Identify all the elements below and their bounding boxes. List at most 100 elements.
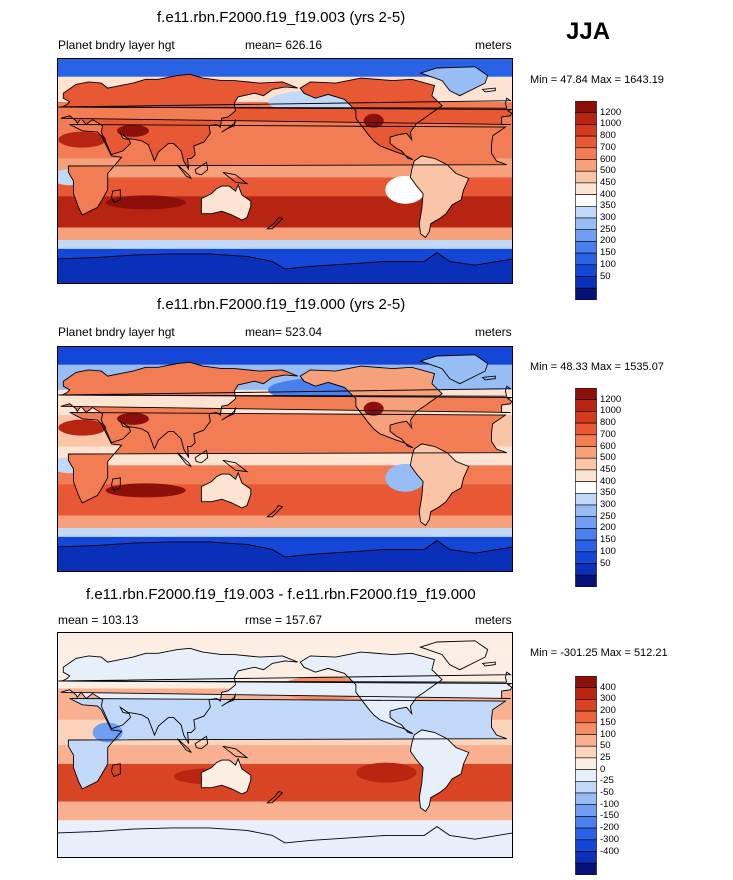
coastline-greatbritain [58, 385, 512, 397]
field-hotspot [58, 419, 107, 436]
colorbar-box [575, 252, 597, 266]
colorbar-tick-label: 150 [600, 247, 616, 259]
coastline-iceland [481, 87, 496, 93]
colorbar-box [575, 574, 597, 588]
colorbar-box [575, 757, 597, 770]
colorbar-box [575, 851, 597, 864]
coastline-madagascar [111, 189, 121, 203]
panel1-colorbar [575, 100, 597, 301]
panel3-map [57, 632, 513, 858]
colorbar-tick-label: 0 [600, 763, 606, 775]
colorbar-tick-label: 200 [600, 235, 616, 247]
colorbar-box [575, 469, 597, 482]
colorbar-tick-label: 700 [600, 428, 616, 440]
panel2-units: meters [475, 325, 512, 339]
land-field [201, 472, 251, 508]
colorbar-tick-label: 800 [600, 417, 616, 429]
p1-field-svg [57, 58, 513, 284]
colorbar-box [575, 769, 597, 782]
panel3-colorbar [575, 675, 597, 876]
land-field [57, 826, 513, 858]
panel3-units: meters [475, 613, 512, 627]
colorbar-box [575, 792, 597, 805]
map-border [57, 58, 513, 284]
colorbar-tick-label: 400 [600, 681, 616, 693]
coastline-madagascar [111, 477, 121, 491]
coastline-eurasia [60, 361, 513, 458]
coastline-namerica [299, 651, 443, 735]
coastline-newguinea [222, 745, 249, 759]
colorbar-box [575, 781, 597, 794]
colorbar-box [575, 804, 597, 817]
colorbar-box [575, 206, 597, 219]
colorbar-tick-label: 400 [600, 188, 616, 200]
colorbar-box [575, 687, 597, 700]
coastline-samerica [409, 155, 470, 239]
field-band [57, 632, 513, 651]
colorbar-tick-label: -400 [600, 845, 620, 857]
land-field [57, 252, 513, 284]
colorbar-tick-label: 400 [600, 475, 616, 487]
colorbar-box [575, 170, 597, 184]
coastline-newzealand [266, 216, 284, 230]
colorbar-tick-label: 1000 [600, 405, 622, 417]
colorbar-box [575, 734, 597, 747]
coastline-samerica [409, 729, 470, 813]
colorbar-box [575, 422, 597, 436]
colorbar-box [575, 862, 597, 876]
land-field [68, 698, 507, 789]
coastline-japan [221, 119, 237, 133]
colorbar-box [575, 528, 597, 541]
panel2-variable: Planet bndry layer hgt [58, 325, 175, 339]
field-hotspot [363, 113, 384, 128]
coastline-antarctica [57, 540, 513, 572]
field-band [57, 745, 513, 764]
colorbar-tick-label: 350 [600, 487, 616, 499]
land-field [60, 74, 512, 170]
colorbar-box [575, 194, 597, 207]
colorbar-box [575, 722, 597, 735]
coastline-newzealand [266, 790, 284, 804]
field-band [57, 801, 513, 821]
coastline-australia [200, 757, 252, 795]
colorbar-tick-label: 600 [600, 440, 616, 452]
coastline-antarctica [57, 252, 513, 284]
field-band [57, 240, 513, 249]
colorbar-box [575, 112, 597, 125]
colorbar-box [575, 287, 597, 301]
panel2-title: f.e11.rbn.F2000.f19_f19.000 (yrs 2-5) [157, 296, 406, 313]
colorbar-tick-label: -25 [600, 775, 614, 787]
panel1-title: f.e11.rbn.F2000.f19_f19.003 (yrs 2-5) [157, 9, 406, 26]
colorbar-box [575, 147, 597, 160]
coastline-newguinea [222, 459, 249, 473]
colorbar-box [575, 241, 597, 254]
colorbar-tick-label: 100 [600, 258, 616, 270]
field-hotspot [105, 483, 186, 498]
colorbar-tick-label: -100 [600, 798, 620, 810]
land-field [57, 540, 513, 572]
colorbar-box [575, 839, 597, 852]
field-anomaly [356, 762, 417, 783]
colorbar-box [575, 699, 597, 712]
coastline-samerica [409, 443, 470, 527]
coastline-indonesia1 [176, 164, 192, 179]
coastline-antarctica [57, 826, 513, 858]
colorbar-box [575, 539, 597, 553]
map-border [57, 346, 513, 572]
colorbar-tick-label: 50 [600, 270, 611, 282]
coastline-africa [67, 698, 507, 790]
colorbar-tick-label: -150 [600, 810, 620, 822]
coastline-australia [200, 471, 252, 509]
colorbar-box [575, 387, 597, 400]
panel1-variable: Planet bndry layer hgt [58, 38, 175, 52]
coastline-greenland [419, 66, 489, 97]
colorbar-tick-label: 300 [600, 693, 616, 705]
panel2-mean: mean= 523.04 [245, 325, 323, 339]
coastline-australia [200, 183, 252, 221]
land-field [300, 652, 443, 734]
coastline-newguinea [222, 171, 249, 185]
colorbar-tick-label: -50 [600, 787, 614, 798]
colorbar-tick-label: 600 [600, 153, 616, 165]
land-field [420, 66, 488, 96]
colorbar-box [575, 264, 597, 277]
